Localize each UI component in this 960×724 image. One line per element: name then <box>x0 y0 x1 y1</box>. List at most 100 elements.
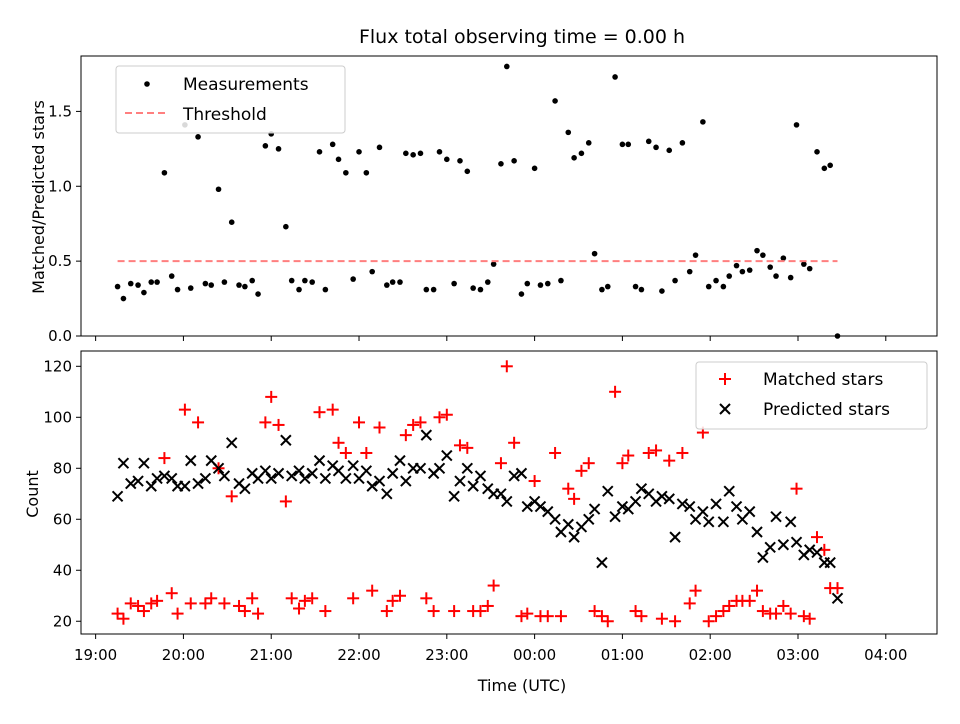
predicted-stars-point <box>508 470 520 482</box>
predicted-stars-point <box>770 511 782 523</box>
measurement-point <box>511 158 517 164</box>
bottom-x-tick-label: 00:00 <box>513 646 556 664</box>
measurement-point <box>335 156 342 163</box>
matched-stars-point <box>326 403 339 416</box>
predicted-stars-point <box>373 475 386 487</box>
measurement-point <box>410 152 416 158</box>
matched-stars-point <box>246 592 259 605</box>
predicted-stars-point <box>158 470 171 482</box>
matched-stars-point <box>508 436 521 449</box>
matched-stars-point <box>399 429 412 442</box>
predicted-stars-point <box>265 472 277 485</box>
matched-stars-point <box>487 579 500 592</box>
matched-stars-point <box>723 599 736 612</box>
predicted-stars-point <box>609 511 621 523</box>
predicted-stars-point <box>501 495 513 508</box>
matched-stars-point <box>717 605 730 618</box>
measurement-point <box>612 74 618 80</box>
predicted-stars-point <box>218 470 231 482</box>
predicted-stars-point <box>684 500 696 513</box>
matched-stars-point <box>588 605 601 618</box>
top-y-axis-label: Matched/Predicted stars <box>29 100 48 294</box>
matched-stars-point <box>635 610 648 623</box>
measurement-point <box>801 261 807 267</box>
bottom-x-tick-label: 21:00 <box>250 646 293 664</box>
predicted-stars-point <box>635 482 648 495</box>
predicted-stars-point <box>239 482 251 495</box>
measurement-point <box>161 169 168 176</box>
measurement-point <box>604 283 611 290</box>
bottom-y-tick-label: 40 <box>53 561 72 579</box>
matched-stars-point <box>777 599 790 612</box>
bottom-x-tick-label: 19:00 <box>74 646 117 664</box>
matched-stars-point <box>225 490 238 503</box>
matched-stars-point <box>601 615 614 628</box>
predicted-stars-point <box>132 475 144 487</box>
predicted-stars-point <box>192 477 204 490</box>
matched-stars-point <box>549 446 562 459</box>
matched-stars-point <box>683 597 696 610</box>
matched-stars-point <box>124 597 137 610</box>
matched-stars-point <box>205 592 218 605</box>
predicted-stars-point <box>764 541 776 554</box>
matched-stars-point <box>521 607 534 620</box>
matched-stars-point <box>285 592 298 605</box>
measurement-point <box>120 295 127 302</box>
predicted-stars-point <box>474 470 487 482</box>
measurement-point <box>645 138 652 145</box>
matched-stars-point <box>433 411 446 424</box>
matched-stars-point <box>710 610 723 623</box>
measurement-point <box>168 273 175 279</box>
bottom-y-tick-label: 100 <box>43 408 72 426</box>
matched-stars-point <box>306 592 319 605</box>
measurement-point <box>470 285 476 291</box>
bottom-x-tick-label: 03:00 <box>776 646 819 664</box>
matched-stars-point <box>386 594 399 607</box>
matched-stars-point <box>353 416 366 429</box>
predicted-stars-point <box>259 465 272 477</box>
matched-stars-point <box>689 584 702 597</box>
matched-stars-point <box>427 605 440 618</box>
predicted-stars-point <box>831 592 844 605</box>
legend-matched-marker <box>719 373 731 385</box>
matched-stars-point <box>790 482 803 495</box>
measurement-point <box>659 288 665 294</box>
matched-stars-point <box>797 610 810 623</box>
measurement-point <box>713 277 719 284</box>
predicted-stars-point <box>777 539 790 551</box>
predicted-stars-point <box>138 457 150 469</box>
measurement-point <box>275 146 282 152</box>
measurement-point <box>638 286 645 293</box>
predicted-stars-point <box>583 513 595 525</box>
matched-stars-point <box>414 416 427 429</box>
predicted-stars-point <box>534 500 547 513</box>
measurement-point <box>423 286 430 293</box>
predicted-stars-point <box>125 477 137 490</box>
predicted-stars-point <box>454 475 466 487</box>
top-legend-box <box>115 65 346 134</box>
measurement-point <box>302 277 308 284</box>
predicted-stars-point <box>319 472 332 485</box>
measurement-point <box>754 247 760 254</box>
measurement-point <box>221 279 228 285</box>
legend-predicted-marker <box>719 403 731 415</box>
predicted-stars-point <box>730 500 743 513</box>
predicted-stars-point <box>656 490 668 503</box>
predicted-stars-point <box>521 500 533 513</box>
predicted-stars-point <box>562 518 574 531</box>
predicted-stars-point <box>199 472 212 485</box>
measurement-point <box>384 282 390 288</box>
predicted-stars-point <box>824 556 836 569</box>
predicted-stars-point <box>111 490 124 503</box>
measurement-point <box>537 282 544 288</box>
matched-stars-point <box>117 612 130 625</box>
matched-stars-point <box>158 452 171 465</box>
predicted-stars-point <box>467 480 479 492</box>
matched-stars-point <box>629 605 642 618</box>
matched-stars-point <box>111 607 124 620</box>
measurement-point <box>490 261 497 267</box>
measurement-point <box>343 169 349 176</box>
measurement-point <box>288 277 295 284</box>
measurement-point <box>309 279 315 285</box>
matched-stars-point <box>622 449 635 462</box>
